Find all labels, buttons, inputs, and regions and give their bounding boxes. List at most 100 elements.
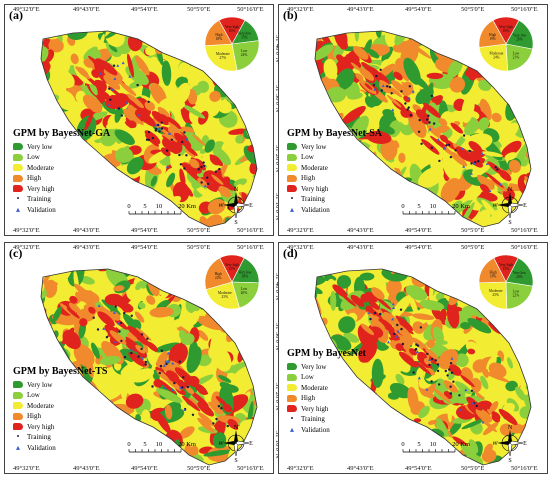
scale-bar-graphic: 0 5 10 20 Km	[401, 203, 470, 215]
map-patch-very-high	[339, 41, 348, 50]
validation-point	[367, 311, 371, 314]
training-point	[447, 143, 451, 146]
scale-bar: 0 5 10 20 Km	[125, 439, 197, 459]
panel-c: (c) 49°32'0"E 49°32'0"E 49°43'0"E 49°43'0"E 4…	[4, 242, 281, 474]
training-point	[379, 68, 382, 71]
pie-slice-moderate	[478, 43, 509, 72]
map-patch-moderate	[315, 101, 325, 119]
longitude-label-bottom: 49°32'0"E	[287, 465, 314, 472]
map-patch-very-high	[209, 155, 221, 166]
training-point	[400, 90, 403, 93]
validation-point	[462, 165, 466, 168]
map-patch-very-high	[41, 108, 52, 127]
map-patch-moderate	[44, 349, 60, 364]
legend-swatch	[287, 153, 297, 161]
legend-label: Validation	[27, 205, 56, 214]
longitude-label-top: 49°54'0"E	[405, 244, 432, 251]
legend-title: GPM by BayesNet-TS	[13, 366, 108, 377]
map-patch-moderate	[473, 209, 491, 227]
map-patch-high	[48, 281, 58, 287]
pie-slice-low	[505, 43, 533, 72]
map-patch-very-high	[498, 408, 518, 426]
map-patch-high	[65, 452, 72, 465]
map-patch-very-low	[447, 31, 456, 44]
map-patch-high	[107, 430, 122, 440]
map-patch-very-low	[338, 316, 356, 334]
validation-point	[157, 126, 161, 130]
map-patch-low	[343, 332, 360, 343]
map-patch-very-high	[79, 318, 88, 327]
map-patch-low	[235, 134, 244, 144]
longitude-label-bottom: 50°5'0"E	[187, 227, 211, 234]
scale-bar-graphic: 0 5 10 20 Km	[127, 203, 196, 215]
legend-label: High	[301, 394, 315, 402]
map-patch-high	[488, 362, 507, 378]
validation-point	[164, 359, 168, 363]
legend-title: GPM by BayesNet	[287, 348, 366, 359]
longitude-label-bottom: 50°5'0"E	[461, 227, 485, 234]
legend-item-training: • Training	[287, 194, 382, 205]
map-patch-high	[41, 343, 49, 352]
map-patch-high	[389, 86, 403, 98]
pie-slice-label: Very high 15%	[499, 263, 513, 271]
map-patch-low	[229, 365, 240, 374]
map-patch-very-high	[174, 367, 194, 384]
map-patch-very-high	[445, 139, 457, 150]
map-patch-moderate	[58, 84, 67, 90]
map-patch-high	[119, 81, 137, 96]
map-patch-high	[360, 323, 375, 336]
longitude-label-top: 49°32'0"E	[13, 244, 40, 251]
validation-point	[481, 420, 485, 424]
compass-label-e: E	[249, 203, 253, 209]
training-point	[114, 305, 117, 308]
validation-point	[411, 89, 415, 93]
map-patch-moderate	[344, 454, 364, 465]
map-patch-low	[468, 439, 479, 454]
training-point	[96, 328, 100, 331]
validation-point	[112, 311, 116, 314]
training-point	[438, 383, 441, 386]
map-patch-very-high	[396, 319, 414, 335]
map-patch-very-high	[440, 309, 447, 319]
compass-label-w: W	[493, 441, 498, 447]
scale-bar: 0 5 10 20 Km	[399, 201, 471, 221]
legend-item-low: Low	[287, 372, 366, 383]
class-area-pie-chart: Very high 16%Very low 15% Low 24% Moderate 27%…	[204, 16, 260, 72]
longitude-label-bottom: 50°16'0"E	[237, 465, 264, 472]
map-patch-high	[529, 191, 531, 200]
map-patch-very-high	[378, 318, 395, 333]
map-legend: GPM by BayesNet-GA Very low Low Moderate Hig…	[13, 128, 110, 215]
map-patch-low	[315, 96, 324, 104]
map-patch-high	[413, 120, 428, 132]
map-patch-high	[103, 74, 121, 90]
map-patch-high	[197, 329, 209, 341]
training-point	[379, 312, 382, 316]
pie-slice-label: High 22%	[215, 272, 222, 280]
map-patch-very-high	[430, 135, 447, 150]
validation-point	[417, 376, 421, 380]
training-point	[226, 424, 229, 428]
map-patch-high	[74, 283, 90, 298]
map-patch-high	[367, 429, 396, 440]
map-patch-low	[435, 417, 450, 443]
map-patch-high	[481, 419, 497, 433]
training-point	[144, 363, 147, 366]
class-area-pie-chart: Very high 15%Very low 20% Low 22% Moderate 25%…	[478, 254, 534, 310]
validation-point	[110, 88, 114, 91]
map-patch-high	[508, 423, 526, 434]
training-point	[159, 364, 163, 368]
map-patch-moderate	[502, 402, 515, 414]
map-patch-very-low	[384, 188, 413, 200]
training-point	[406, 108, 409, 111]
map-patch-very-high	[440, 275, 451, 292]
map-patch-very-high	[105, 93, 130, 110]
map-patch-very-high	[88, 306, 96, 314]
map-patch-moderate	[528, 121, 531, 131]
map-patch-moderate	[151, 31, 175, 37]
map-patch-low	[326, 86, 347, 103]
map-patch-high	[412, 321, 425, 334]
map-patch-low	[30, 316, 38, 327]
map-patch-very-high	[128, 120, 137, 129]
validation-point	[113, 77, 117, 80]
panel-letter: (c)	[9, 246, 23, 260]
